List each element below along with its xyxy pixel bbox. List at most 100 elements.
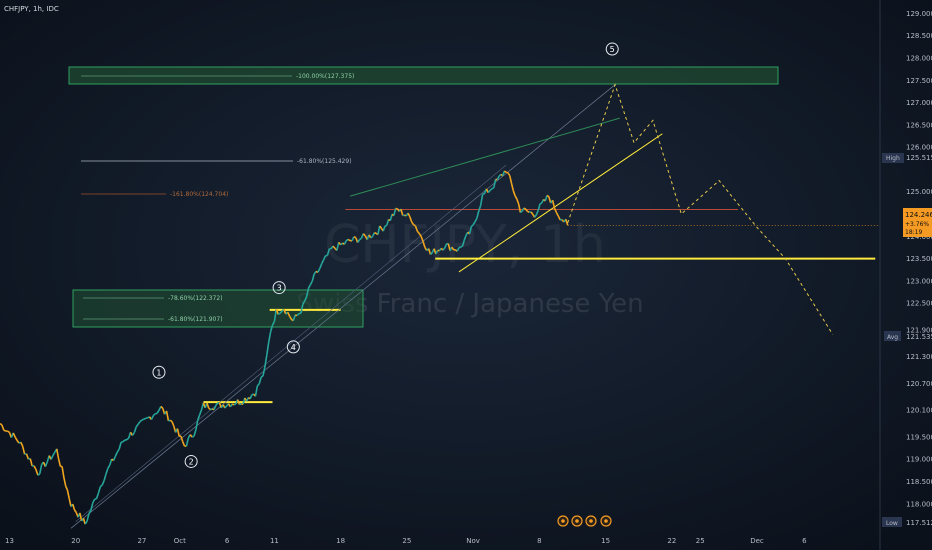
price-segment — [377, 225, 381, 235]
price-segment — [555, 212, 559, 217]
x-tick-label: 20 — [71, 537, 80, 545]
price-segment — [191, 435, 195, 438]
price-segment — [476, 210, 480, 219]
wave-number: 2 — [189, 457, 194, 466]
wave-label-1[interactable]: 1 — [152, 365, 166, 379]
price-segment — [103, 473, 107, 481]
price-segment — [533, 214, 538, 218]
price-segment — [71, 503, 76, 511]
event-icons[interactable] — [557, 515, 612, 527]
fib-lower-box[interactable] — [72, 289, 364, 328]
price-segment — [185, 437, 190, 447]
fib-zones[interactable]: -100.00%(127.375) -61.80%(125.429) -161.… — [68, 66, 779, 328]
price-segment — [530, 211, 534, 215]
low-value: 117.512 — [906, 519, 932, 527]
y-tick-label: 118.500 — [906, 478, 932, 486]
price-segment — [551, 199, 556, 209]
price-segment — [14, 436, 18, 441]
event-icon[interactable] — [600, 515, 612, 527]
price-segment — [165, 410, 170, 421]
wave-label-3[interactable]: 3 — [272, 281, 286, 295]
price-segment — [0, 422, 3, 426]
wave-label-2[interactable]: 2 — [184, 454, 198, 468]
price-segment — [63, 477, 67, 487]
price-segment — [460, 245, 463, 248]
price-segment — [176, 428, 180, 437]
wave-number: 1 — [156, 368, 161, 377]
price-segment — [269, 324, 274, 332]
event-icon[interactable] — [571, 515, 583, 527]
price-segment — [537, 203, 541, 211]
wave-label-5[interactable]: 5 — [605, 42, 619, 56]
price-segment — [510, 183, 515, 192]
price-segment — [160, 405, 164, 409]
time-axis[interactable]: 13 20 27 Oct 6 11 18 25 Nov 8 15 22 25 Dec 6 — [5, 537, 807, 545]
event-icon[interactable] — [585, 515, 597, 527]
price-segment — [311, 273, 315, 282]
price-segment — [548, 196, 552, 204]
price-segment — [517, 203, 522, 213]
x-tick-label: 6 — [802, 537, 807, 545]
low-label: Low — [886, 520, 898, 527]
price-segment — [198, 409, 203, 416]
trend-line-thin-2[interactable] — [75, 164, 507, 522]
price-segment — [362, 233, 366, 237]
price-segment — [429, 252, 433, 256]
price-segment — [303, 296, 308, 302]
channel-lower-line[interactable] — [458, 133, 663, 273]
price-segment — [33, 465, 37, 470]
price-segment — [347, 238, 351, 242]
wave-labels-layer[interactable]: 1 2 3 4 5 — [152, 42, 619, 468]
channel-upper-line[interactable] — [349, 117, 620, 197]
price-axis[interactable]: 129.000 128.500 128.000 127.500 127.000 126.5… — [906, 10, 932, 508]
price-segment — [319, 263, 323, 269]
price-segment — [379, 225, 383, 229]
price-segment — [61, 466, 65, 478]
price-segment — [12, 432, 16, 438]
price-segment — [539, 202, 543, 205]
wave-number: 3 — [277, 284, 282, 293]
price-segment — [447, 243, 451, 251]
price-segment — [224, 405, 228, 409]
price-segment — [351, 236, 355, 242]
price-segment — [7, 430, 10, 434]
price-segment — [407, 212, 411, 218]
price-segment — [267, 331, 272, 343]
price-segment — [451, 246, 455, 251]
price-segment — [141, 418, 145, 421]
price-segment — [66, 489, 70, 499]
price-segment — [105, 468, 109, 475]
price-segment — [416, 230, 420, 235]
price-segment — [296, 313, 300, 317]
y-tick-label: 123.500 — [906, 255, 932, 263]
price-segment — [553, 207, 558, 213]
price-segment — [410, 221, 415, 226]
event-icon[interactable] — [557, 515, 569, 527]
price-segment — [233, 403, 237, 406]
wave-label-4[interactable]: 4 — [286, 340, 300, 354]
price-segment — [92, 498, 96, 504]
price-segment — [215, 402, 219, 406]
x-tick-label: 6 — [225, 537, 230, 545]
price-segment — [21, 446, 26, 455]
fib-786-label: -78.60%(122.372) — [168, 295, 223, 302]
fib-target-box[interactable] — [68, 66, 779, 85]
trend-line-thin[interactable] — [70, 84, 616, 529]
x-tick-label: 27 — [137, 537, 146, 545]
price-segment — [498, 173, 502, 177]
price-segment — [292, 314, 296, 321]
price-segment — [393, 208, 397, 216]
price-segment — [384, 224, 388, 227]
price-segment — [260, 375, 264, 378]
price-segment — [279, 310, 283, 314]
trend-channel-layer[interactable] — [70, 84, 663, 529]
price-segment — [135, 423, 139, 428]
price-segment — [231, 403, 235, 406]
x-tick-label: 15 — [601, 537, 610, 545]
price-segment — [370, 235, 374, 239]
price-segment — [273, 308, 278, 322]
price-segment — [50, 455, 54, 460]
avg-value: 121.535 — [906, 333, 932, 341]
